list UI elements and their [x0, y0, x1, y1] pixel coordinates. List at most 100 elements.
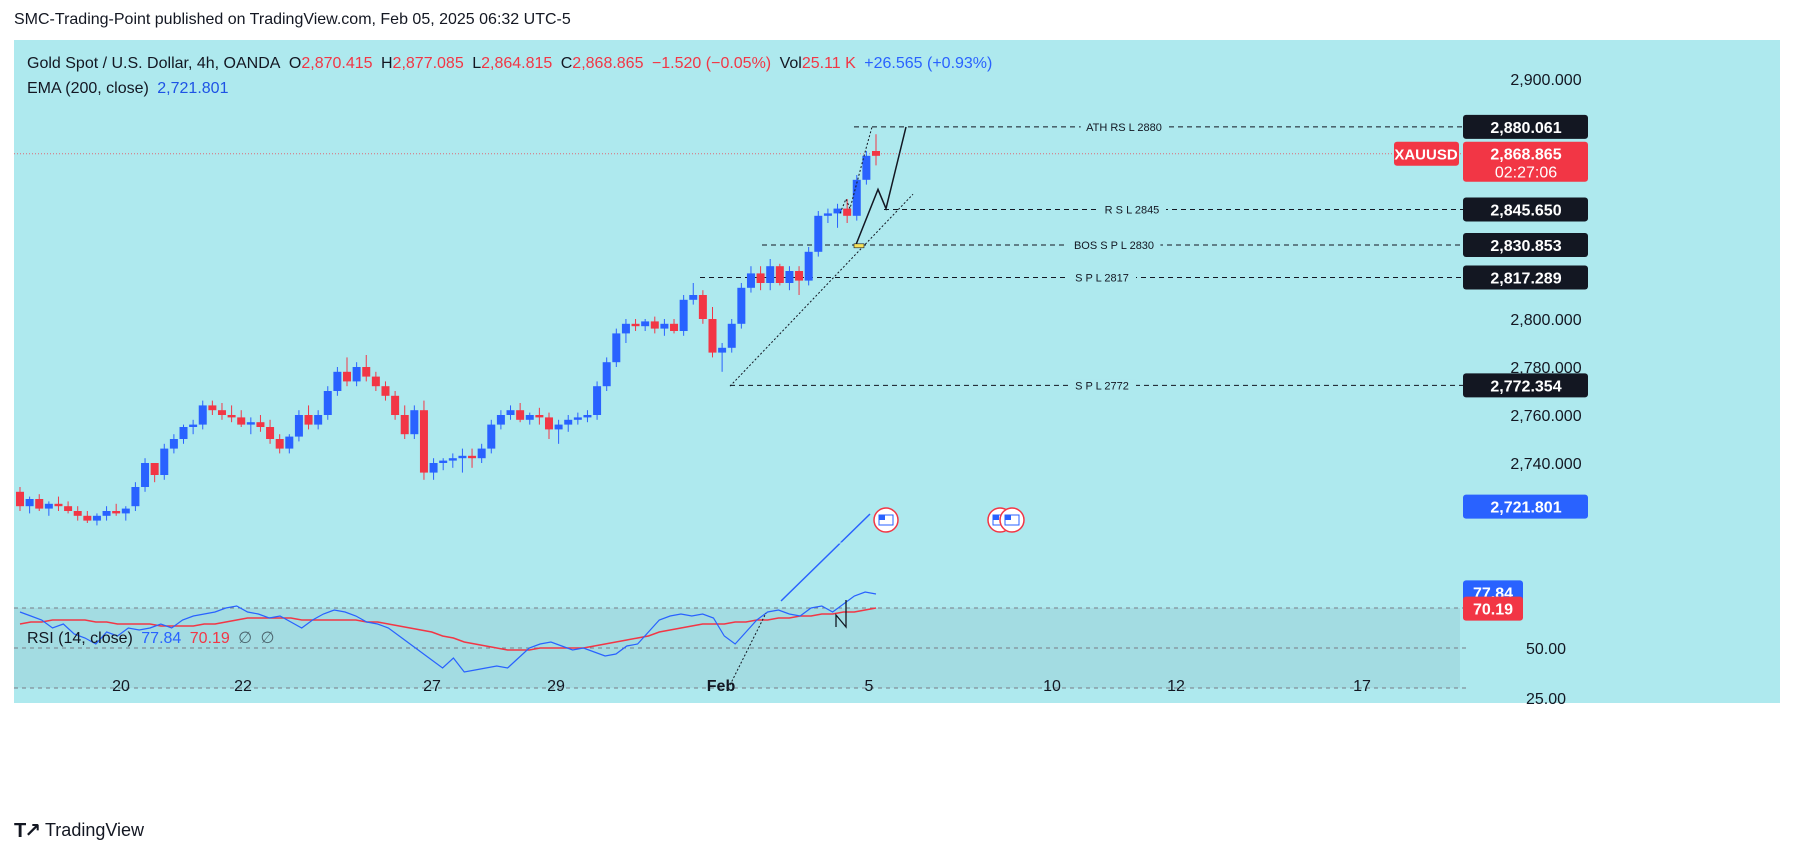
candle-body[interactable] [400, 415, 409, 435]
candle-body[interactable] [169, 439, 178, 449]
candle-body[interactable] [602, 362, 611, 387]
candle-body[interactable] [621, 323, 630, 334]
candle-body[interactable] [410, 410, 419, 435]
candle-body[interactable] [16, 491, 24, 507]
candle-body[interactable] [775, 266, 784, 283]
candle-body[interactable] [131, 487, 140, 507]
candle-body[interactable] [73, 511, 82, 516]
candle-body[interactable] [708, 319, 717, 353]
candle-body[interactable] [102, 511, 111, 516]
chart-svg[interactable]: 2,740.000 2,760.000 2,780.000 2,800.000 2,90… [14, 40, 1780, 803]
candle-body[interactable] [496, 415, 505, 425]
candle-body[interactable] [439, 460, 448, 463]
rsl-price-tag-bg[interactable] [1463, 197, 1588, 222]
candle-body[interactable] [872, 151, 880, 156]
candle-body[interactable] [583, 415, 592, 418]
candle-body[interactable] [429, 463, 438, 473]
candle-body[interactable] [718, 347, 727, 353]
candle-body[interactable] [54, 503, 63, 507]
candle-body[interactable] [833, 208, 842, 214]
candle-body[interactable] [554, 424, 563, 430]
candle-body[interactable] [795, 271, 804, 281]
candle-body[interactable] [391, 395, 400, 415]
ema-legend[interactable]: EMA (200, close) 2,721.801 [27, 80, 232, 98]
rsi-label[interactable]: RSI (14, close) [27, 630, 133, 647]
candle-body[interactable] [650, 321, 659, 329]
candle-body[interactable] [631, 323, 640, 327]
candle-body[interactable] [564, 419, 573, 425]
candle-body[interactable] [593, 386, 602, 415]
candle-body[interactable] [141, 463, 150, 487]
candle-body[interactable] [487, 424, 496, 449]
candle-body[interactable] [458, 455, 467, 459]
chart-frame[interactable]: 2,740.000 2,760.000 2,780.000 2,800.000 2,90… [14, 40, 1780, 803]
candle-body[interactable] [660, 323, 669, 329]
candle-body[interactable] [756, 273, 765, 283]
candle-body[interactable] [679, 299, 688, 331]
rsi-legend[interactable]: RSI (14, close) 77.84 70.19 ∅ ∅ [27, 628, 279, 648]
candle-body[interactable] [333, 371, 342, 391]
candle-body[interactable] [83, 515, 92, 521]
candle-body[interactable] [275, 439, 284, 449]
candle-body[interactable] [612, 333, 621, 363]
candle-body[interactable] [294, 415, 303, 437]
candle-body[interactable] [852, 179, 861, 216]
candle-body[interactable] [573, 417, 582, 420]
candle-body[interactable] [516, 410, 525, 420]
candle-body[interactable] [189, 424, 198, 427]
candle-body[interactable] [362, 367, 371, 377]
candle-body[interactable] [419, 410, 428, 473]
candle-body[interactable] [448, 458, 457, 461]
candle-body[interactable] [862, 155, 871, 180]
candle-body[interactable] [121, 508, 130, 514]
candle-body[interactable] [35, 499, 44, 509]
candle-body[interactable] [689, 295, 698, 300]
candle-body[interactable] [785, 271, 794, 283]
candle-body[interactable] [323, 391, 332, 415]
candle-body[interactable] [506, 410, 515, 415]
candle-body[interactable] [92, 515, 101, 521]
rsi-line[interactable] [19, 591, 877, 673]
candle-body[interactable] [25, 499, 34, 507]
rsi-trendline[interactable] [729, 612, 767, 686]
candle-body[interactable] [381, 386, 390, 396]
candle-body[interactable] [314, 415, 323, 425]
candle-body[interactable] [285, 436, 294, 449]
candle-body[interactable] [525, 415, 534, 420]
ema-line[interactable] [780, 513, 871, 602]
candle-body[interactable] [208, 405, 217, 411]
current-price-tag-bg[interactable] [1463, 141, 1588, 182]
candle-body[interactable] [217, 410, 226, 415]
candle-body[interactable] [160, 448, 169, 475]
ema-price-tag-bg[interactable] [1463, 494, 1588, 519]
candle-body[interactable] [746, 273, 755, 288]
candle-body[interactable] [544, 417, 553, 430]
candle-body[interactable] [343, 371, 352, 382]
candle-body[interactable] [766, 266, 775, 283]
candle-body[interactable] [237, 417, 246, 425]
candle-body[interactable] [804, 251, 813, 281]
candle-body[interactable] [727, 323, 736, 348]
candle-body[interactable] [44, 503, 53, 509]
candle-body[interactable] [64, 506, 73, 511]
candle-body[interactable] [371, 376, 380, 387]
candle-body[interactable] [198, 405, 207, 425]
candle-body[interactable] [814, 215, 823, 252]
candle-body[interactable] [823, 213, 832, 216]
candle-body[interactable] [477, 448, 486, 459]
candle-body[interactable] [179, 427, 188, 439]
projection-path[interactable] [855, 126, 907, 245]
ema-label[interactable]: EMA (200, close) [27, 80, 149, 97]
candle-body[interactable] [246, 422, 255, 425]
symbol-tag-bg[interactable] [1394, 141, 1459, 166]
candle-body[interactable] [150, 463, 159, 475]
candle-body[interactable] [256, 422, 265, 427]
rsi-n-mark[interactable] [835, 600, 847, 629]
rsi-ma-line[interactable] [19, 607, 877, 651]
candle-body[interactable] [112, 511, 121, 514]
candle-body[interactable] [266, 427, 275, 439]
spl-2772-price-tag-bg[interactable] [1463, 373, 1588, 398]
rsi-ma-tag-bg[interactable] [1463, 596, 1523, 621]
candle-body[interactable] [641, 321, 650, 327]
symbol-label[interactable]: Gold Spot / U.S. Dollar, 4h, OANDA [27, 55, 281, 72]
